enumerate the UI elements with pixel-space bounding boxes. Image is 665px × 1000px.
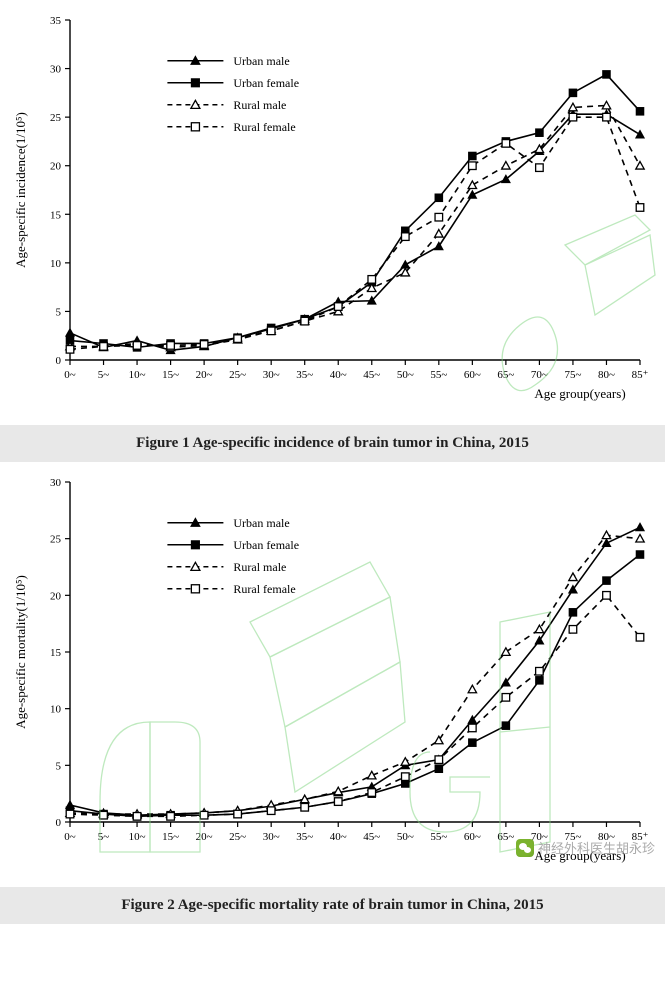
svg-text:Urban male: Urban male [233, 54, 289, 68]
figure-1-chart: 0 5 10 15 20 25 30 35 0~ 5~ 10~ 15~ 20~ 25~ 30~ 35~ 40~ 4… [0, 0, 665, 420]
svg-text:40~: 40~ [330, 831, 347, 843]
svg-text:Rural male: Rural male [233, 560, 286, 574]
figure-2-container: 0 5 10 15 20 25 30 0~ 5~ 10~ 15~ 20~ 25~ 30~ 35~ 40~ 45~… [0, 462, 665, 887]
svg-text:10: 10 [50, 704, 62, 716]
svg-text:15~: 15~ [162, 369, 179, 381]
figure-1-container: 0 5 10 15 20 25 30 35 0~ 5~ 10~ 15~ 20~ 25~ 30~ 35~ 40~ 4… [0, 0, 665, 425]
svg-text:75~: 75~ [564, 369, 581, 381]
svg-text:20~: 20~ [196, 369, 213, 381]
svg-text:Rural female: Rural female [233, 120, 295, 134]
footer-credit-text: 神经外科医生胡永珍 [538, 838, 655, 857]
svg-text:55~: 55~ [430, 831, 447, 843]
svg-text:10~: 10~ [129, 369, 146, 381]
svg-text:0: 0 [56, 817, 62, 829]
svg-text:60~: 60~ [464, 831, 481, 843]
svg-text:Rural female: Rural female [233, 582, 295, 596]
svg-text:50~: 50~ [397, 831, 414, 843]
figure-2-caption: Figure 2 Age-specific mortality rate of … [0, 887, 665, 924]
svg-text:25~: 25~ [229, 831, 246, 843]
svg-text:40~: 40~ [330, 369, 347, 381]
svg-text:35: 35 [50, 15, 62, 27]
svg-text:Rural male: Rural male [233, 98, 286, 112]
svg-text:5: 5 [56, 760, 62, 772]
svg-text:10: 10 [50, 258, 62, 270]
svg-text:10~: 10~ [129, 831, 146, 843]
wechat-icon [516, 839, 534, 857]
svg-text:Age-specific incidence(1/10⁵): Age-specific incidence(1/10⁵) [13, 112, 28, 268]
svg-text:30: 30 [50, 477, 62, 489]
svg-text:20: 20 [50, 161, 62, 173]
svg-text:15~: 15~ [162, 831, 179, 843]
svg-text:25: 25 [50, 112, 62, 124]
svg-text:80~: 80~ [598, 369, 615, 381]
svg-text:65~: 65~ [497, 831, 514, 843]
svg-text:65~: 65~ [497, 369, 514, 381]
svg-text:45~: 45~ [363, 831, 380, 843]
svg-text:20: 20 [50, 590, 62, 602]
svg-text:60~: 60~ [464, 369, 481, 381]
svg-text:20~: 20~ [196, 831, 213, 843]
svg-text:50~: 50~ [397, 369, 414, 381]
svg-text:35~: 35~ [296, 831, 313, 843]
svg-text:5~: 5~ [98, 369, 110, 381]
svg-text:25~: 25~ [229, 369, 246, 381]
svg-text:Age-specific mortality(1/10⁵): Age-specific mortality(1/10⁵) [13, 575, 28, 729]
svg-text:Urban female: Urban female [233, 76, 299, 90]
svg-text:0~: 0~ [64, 369, 76, 381]
svg-text:45~: 45~ [363, 369, 380, 381]
footer-credit: 神经外科医生胡永珍 [516, 838, 655, 857]
svg-text:25: 25 [50, 534, 62, 546]
svg-text:30~: 30~ [263, 831, 280, 843]
svg-text:30~: 30~ [263, 369, 280, 381]
svg-text:70~: 70~ [531, 369, 548, 381]
svg-text:30: 30 [50, 64, 62, 76]
svg-text:15: 15 [50, 647, 62, 659]
svg-text:15: 15 [50, 209, 62, 221]
figure-2-chart: 0 5 10 15 20 25 30 0~ 5~ 10~ 15~ 20~ 25~ 30~ 35~ 40~ 45~… [0, 462, 665, 882]
figure-1-caption: Figure 1 Age-specific incidence of brain… [0, 425, 665, 462]
svg-text:5~: 5~ [98, 831, 110, 843]
svg-text:85⁺: 85⁺ [632, 369, 649, 381]
svg-text:5: 5 [56, 306, 62, 318]
svg-text:Age group(years): Age group(years) [534, 386, 625, 401]
svg-text:55~: 55~ [430, 369, 447, 381]
svg-text:0~: 0~ [64, 831, 76, 843]
svg-text:Urban male: Urban male [233, 516, 289, 530]
svg-text:35~: 35~ [296, 369, 313, 381]
svg-text:0: 0 [56, 355, 62, 367]
svg-text:Urban female: Urban female [233, 538, 299, 552]
